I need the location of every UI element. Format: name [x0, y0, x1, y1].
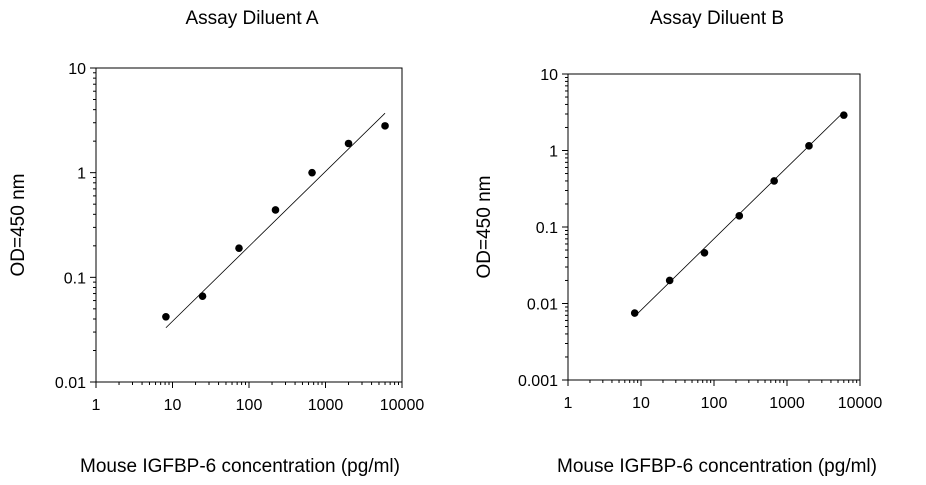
y-axis-label: OD=450 nm	[8, 174, 29, 277]
data-point	[735, 212, 744, 220]
x-tick-label: 10000	[838, 395, 883, 412]
data-point	[700, 248, 709, 257]
x-axis-label: Mouse IGFBP-6 concentration (pg/ml)	[80, 456, 400, 477]
data-point	[840, 111, 848, 119]
plot-frame	[95, 67, 403, 383]
data-point	[308, 168, 316, 177]
data-point	[665, 276, 674, 285]
y-tick-label: 0.01	[55, 375, 86, 392]
fit-line	[165, 112, 386, 329]
y-tick-label: 0.01	[527, 297, 558, 314]
x-axis-label: Mouse IGFBP-6 concentration (pg/ml)	[557, 456, 877, 477]
data-point	[235, 244, 243, 252]
data-point	[198, 292, 207, 301]
y-tick-label: 10	[68, 61, 86, 78]
data-point	[805, 142, 813, 150]
y-axis-label: OD=450 nm	[474, 176, 495, 279]
x-tick-label: 10	[164, 397, 182, 414]
chart-panel-b: Assay Diluent B 0.001 0.01 0.1 1 10 1 10 100 1000…	[474, 8, 882, 477]
x-tick-label: 100	[236, 397, 263, 414]
x-tick-label: 100	[701, 395, 728, 412]
chart-title: Assay Diluent B	[650, 8, 784, 29]
y-tick-label: 0.001	[518, 373, 558, 390]
x-tick-label: 1000	[308, 397, 344, 414]
plot-frame	[567, 73, 861, 381]
data-point	[630, 309, 639, 317]
data-point	[162, 312, 170, 321]
chart-title: Assay Diluent A	[185, 8, 318, 29]
y-tick-label: 1	[549, 144, 558, 161]
chart-panel-a: Assay Diluent A 0.01 0.1 1 10 1 10 100 1000 10000…	[8, 8, 424, 477]
y-tick-label: 1	[77, 166, 86, 183]
y-tick-label: 0.1	[64, 270, 86, 287]
x-tick-label: 1	[92, 397, 101, 414]
data-point	[344, 139, 353, 148]
data-point	[271, 206, 280, 214]
x-tick-label: 1	[564, 395, 573, 412]
data-point	[381, 122, 389, 130]
y-tick-label: 10	[540, 67, 558, 84]
x-tick-label: 10000	[380, 397, 425, 414]
x-tick-label: 10	[632, 395, 650, 412]
x-tick-label: 1000	[769, 395, 805, 412]
y-tick-label: 0.1	[536, 220, 558, 237]
data-point	[770, 177, 778, 185]
